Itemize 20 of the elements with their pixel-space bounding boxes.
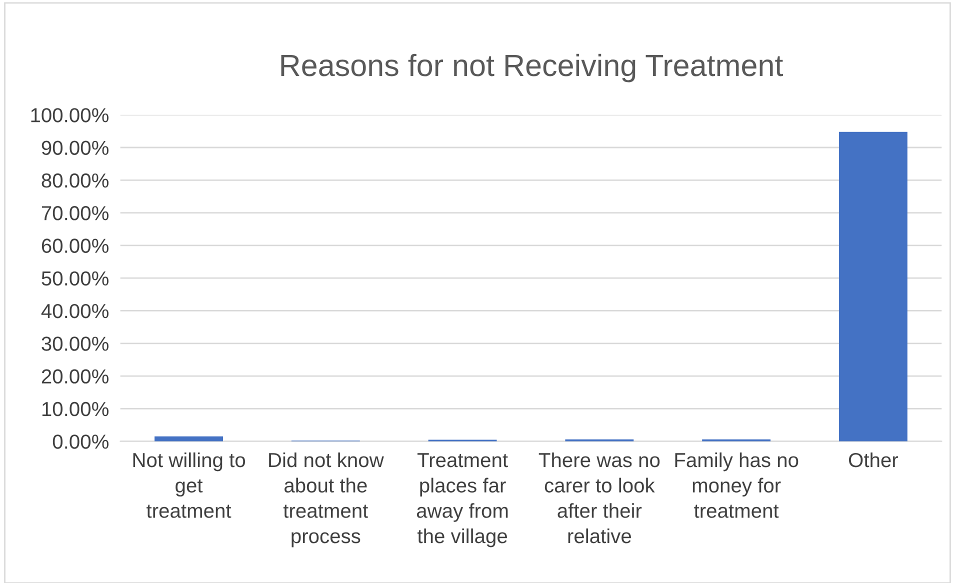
y-tick-label: 100.00%	[31, 108, 109, 122]
y-tick-label: 90.00%	[42, 140, 109, 155]
x-tick-label: Treatment places far away from the village	[416, 453, 508, 548]
x-tick-label: Other	[848, 452, 898, 468]
x-tick-label: Did not know about the treatment process	[269, 452, 384, 548]
y-tick-label: 80.00%	[42, 173, 109, 188]
y-tick-label: 40.00%	[41, 304, 109, 318]
chart-title: Reasons for not Receiving Treatment	[281, 54, 783, 82]
y-tick-label: 70.00%	[42, 206, 109, 220]
y-tick-label: 10.00%	[42, 402, 109, 416]
y-tick-label: 0.00%	[52, 434, 109, 449]
x-tick-label: Not willing to get treatment	[133, 452, 246, 518]
y-tick-label: 50.00%	[42, 271, 109, 286]
y-tick-label: 30.00%	[42, 336, 109, 351]
bar	[154, 436, 223, 442]
bar	[838, 132, 908, 442]
x-tick-label: There was no carer to look after their relative	[538, 452, 660, 544]
y-tick-label: 60.00%	[42, 238, 109, 253]
x-tick-label: Family has no money for treatment	[675, 452, 798, 518]
y-tick-label: 20.00%	[42, 369, 109, 384]
